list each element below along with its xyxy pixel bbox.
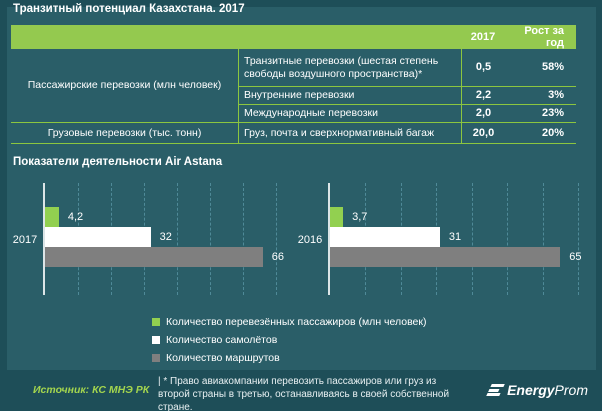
header-growth: Рост за год bbox=[524, 25, 564, 49]
gridline bbox=[471, 183, 473, 295]
gridline bbox=[209, 183, 211, 295]
row-transit-value: 0,5 bbox=[461, 49, 505, 87]
footnote: | * Право авиакомпании перевозить пассаж… bbox=[158, 376, 450, 411]
row-cargo-growth: 20% bbox=[505, 123, 576, 144]
energyprom-logo: EnergyProm bbox=[486, 382, 588, 398]
source-label: Источник: КС МНЭ РК bbox=[33, 384, 150, 396]
bar-value-label: 65 bbox=[569, 251, 582, 263]
gridline bbox=[578, 183, 579, 295]
row-international-name: Международные перевозки bbox=[238, 105, 461, 123]
content-panel bbox=[7, 7, 596, 370]
bar-row-routes: 66 bbox=[45, 247, 284, 267]
chart-legend: Количество перевезённых пассажиров (млн … bbox=[152, 313, 426, 367]
bar-value-label: 66 bbox=[271, 251, 285, 263]
bar-passengers-2017 bbox=[45, 207, 59, 227]
bar-row-passengers: 4,2 bbox=[45, 207, 276, 227]
legend-swatch-gray bbox=[152, 354, 160, 362]
legend-swatch-white bbox=[152, 336, 160, 344]
row-international-growth: 23% bbox=[505, 105, 576, 123]
transit-table: 2017 Рост за год Пассажирские перевозки … bbox=[11, 25, 576, 144]
logo-text: EnergyProm bbox=[507, 382, 588, 398]
page-title: Транзитный потенциал Казахстана. 2017 bbox=[13, 3, 245, 15]
gridline bbox=[507, 183, 509, 295]
gridline bbox=[176, 183, 178, 295]
bar-row-passengers: 3,7 bbox=[330, 207, 578, 227]
bar-value-label: 31 bbox=[448, 231, 462, 243]
table-body: Пассажирские перевозки (млн человек) Тра… bbox=[11, 49, 576, 144]
row-group-cargo: Грузовые перевозки (тыс. тонн) bbox=[11, 123, 238, 144]
row-transit-growth: 58% bbox=[505, 49, 576, 87]
header-year: 2017 bbox=[470, 31, 496, 43]
bar-value-label: 3,7 bbox=[352, 211, 368, 223]
legend-label: Количество самолётов bbox=[166, 334, 278, 346]
legend-swatch-green bbox=[152, 318, 160, 326]
row-international-value: 2,0 bbox=[461, 105, 505, 123]
table-header-row: 2017 Рост за год bbox=[11, 25, 576, 49]
row-transit-name: Транзитные перевозки (шестая степень сво… bbox=[238, 49, 461, 87]
bar-routes-2016 bbox=[330, 247, 561, 267]
gridline bbox=[242, 183, 244, 295]
axis-label-2017: 2017 bbox=[12, 234, 38, 246]
energyprom-e-icon bbox=[486, 384, 505, 396]
row-domestic-value: 2,2 bbox=[461, 87, 505, 105]
section-title: Показатели деятельности Air Astana bbox=[13, 156, 223, 168]
bar-routes-2017 bbox=[45, 247, 263, 267]
row-domestic-growth: 3% bbox=[505, 87, 576, 105]
bars-2017: 4,2 32 66 bbox=[45, 207, 284, 267]
legend-label: Количество маршрутов bbox=[166, 352, 280, 364]
row-domestic-name: Внутренние перевозки bbox=[238, 87, 461, 105]
plot-area-2016: 3,7 31 65 bbox=[328, 183, 582, 295]
bars-2016: 3,7 31 65 bbox=[330, 207, 582, 267]
legend-item-planes: Количество самолётов bbox=[152, 331, 426, 349]
row-cargo-value: 20,0 bbox=[461, 123, 505, 144]
bar-planes-2016 bbox=[330, 227, 440, 247]
bar-passengers-2016 bbox=[330, 207, 344, 227]
bar-planes-2017 bbox=[45, 227, 151, 247]
gridline bbox=[542, 183, 544, 295]
legend-label: Количество перевезённых пассажиров (млн … bbox=[166, 316, 427, 328]
axis-label-2016: 2016 bbox=[297, 234, 323, 246]
row-group-passengers: Пассажирские перевозки (млн человек) bbox=[11, 49, 238, 123]
legend-item-routes: Количество маршрутов bbox=[152, 349, 426, 367]
bar-row-planes: 32 bbox=[45, 227, 276, 247]
footer: Источник: КС МНЭ РК | * Право авиакомпан… bbox=[0, 370, 602, 411]
bar-row-routes: 65 bbox=[330, 247, 582, 267]
bar-row-planes: 31 bbox=[330, 227, 578, 247]
bar-value-label: 4,2 bbox=[67, 211, 84, 223]
row-cargo-name: Груз, почта и сверхнормативный багаж bbox=[238, 123, 461, 144]
bar-value-label: 32 bbox=[159, 231, 172, 243]
gridline bbox=[276, 183, 277, 295]
plot-area-2017: 4,2 32 66 bbox=[43, 183, 284, 295]
legend-item-passengers: Количество перевезённых пассажиров (млн … bbox=[152, 313, 426, 331]
bar-chart-2017: 2017 4,2 32 66 bbox=[9, 183, 284, 295]
bar-chart-2016: 2016 3,7 31 65 bbox=[294, 183, 582, 295]
